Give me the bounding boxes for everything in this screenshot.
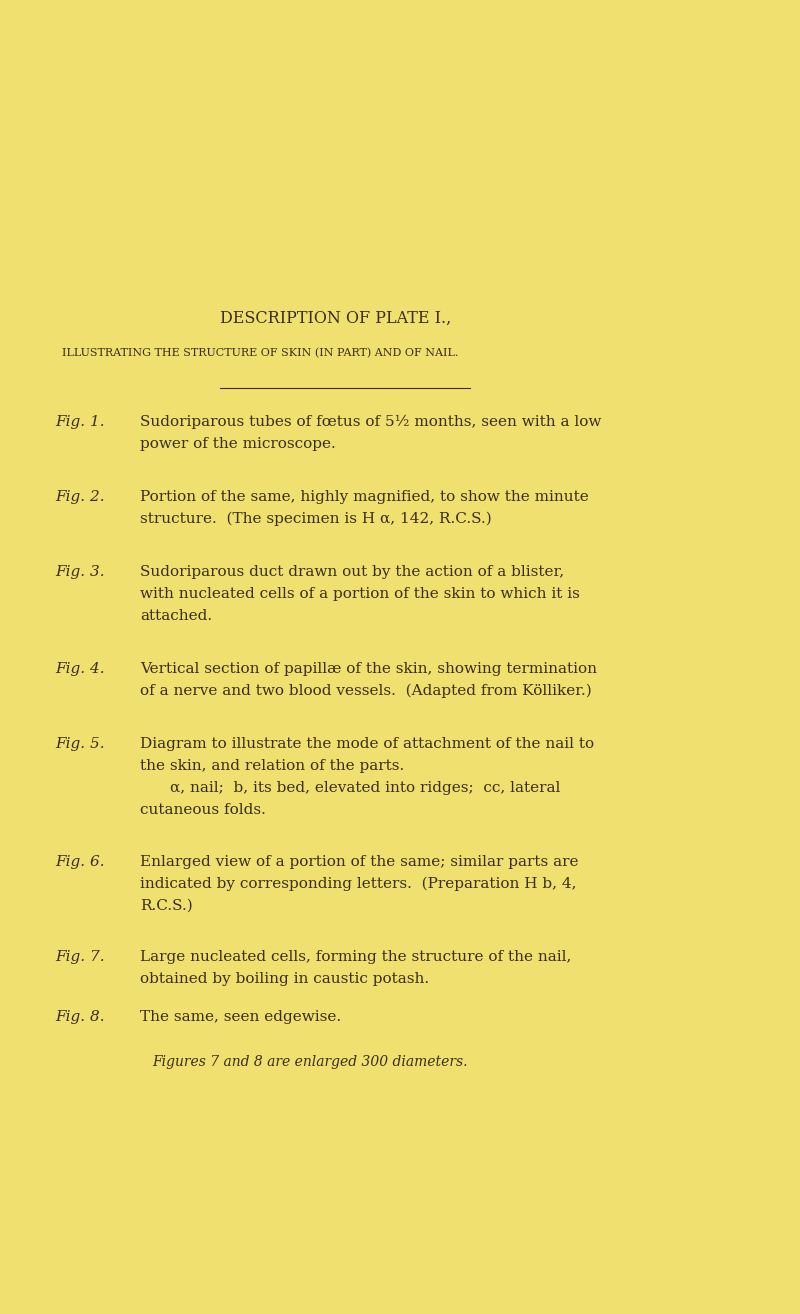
Text: cutaneous folds.: cutaneous folds. bbox=[140, 803, 266, 817]
Text: attached.: attached. bbox=[140, 608, 212, 623]
Text: structure.  (The specimen is H α, 142, R.C.S.): structure. (The specimen is H α, 142, R.… bbox=[140, 512, 492, 527]
Text: Fig. 4.: Fig. 4. bbox=[55, 662, 105, 675]
Text: power of the microscope.: power of the microscope. bbox=[140, 438, 336, 451]
Text: Figures 7 and 8 are enlarged 300 diameters.: Figures 7 and 8 are enlarged 300 diamete… bbox=[152, 1055, 468, 1070]
Text: Fig. 7.: Fig. 7. bbox=[55, 950, 105, 964]
Text: Diagram to illustrate the mode of attachment of the nail to: Diagram to illustrate the mode of attach… bbox=[140, 737, 594, 752]
Text: Fig. 3.: Fig. 3. bbox=[55, 565, 105, 579]
Text: obtained by boiling in caustic potash.: obtained by boiling in caustic potash. bbox=[140, 972, 429, 986]
Text: Fig. 5.: Fig. 5. bbox=[55, 737, 105, 752]
Text: The same, seen edgewise.: The same, seen edgewise. bbox=[140, 1010, 341, 1024]
Text: Sudoriparous duct drawn out by the action of a blister,: Sudoriparous duct drawn out by the actio… bbox=[140, 565, 564, 579]
Text: of a nerve and two blood vessels.  (Adapted from Kölliker.): of a nerve and two blood vessels. (Adapt… bbox=[140, 685, 592, 698]
Text: Sudoriparous tubes of fœtus of 5½ months, seen with a low: Sudoriparous tubes of fœtus of 5½ months… bbox=[140, 415, 602, 430]
Text: α, nail;  b, its bed, elevated into ridges;  cc, lateral: α, nail; b, its bed, elevated into ridge… bbox=[170, 781, 560, 795]
Text: with nucleated cells of a portion of the skin to which it is: with nucleated cells of a portion of the… bbox=[140, 587, 580, 600]
Text: DESCRIPTION OF PLATE I.,: DESCRIPTION OF PLATE I., bbox=[220, 310, 451, 327]
Text: Enlarged view of a portion of the same; similar parts are: Enlarged view of a portion of the same; … bbox=[140, 855, 578, 869]
Text: Fig. 6.: Fig. 6. bbox=[55, 855, 105, 869]
Text: Fig. 8.: Fig. 8. bbox=[55, 1010, 105, 1024]
Text: Portion of the same, highly magnified, to show the minute: Portion of the same, highly magnified, t… bbox=[140, 490, 589, 505]
Text: Fig. 2.: Fig. 2. bbox=[55, 490, 105, 505]
Text: the skin, and relation of the parts.: the skin, and relation of the parts. bbox=[140, 759, 404, 773]
Text: Fig. 1.: Fig. 1. bbox=[55, 415, 105, 428]
Text: Vertical section of papillæ of the skin, showing termination: Vertical section of papillæ of the skin,… bbox=[140, 662, 597, 675]
Text: R.C.S.): R.C.S.) bbox=[140, 899, 193, 913]
Text: Large nucleated cells, forming the structure of the nail,: Large nucleated cells, forming the struc… bbox=[140, 950, 571, 964]
Text: indicated by corresponding letters.  (Preparation H b, 4,: indicated by corresponding letters. (Pre… bbox=[140, 876, 577, 891]
Text: ILLUSTRATING THE STRUCTURE OF SKIN (IN PART) AND OF NAIL.: ILLUSTRATING THE STRUCTURE OF SKIN (IN P… bbox=[62, 348, 458, 359]
